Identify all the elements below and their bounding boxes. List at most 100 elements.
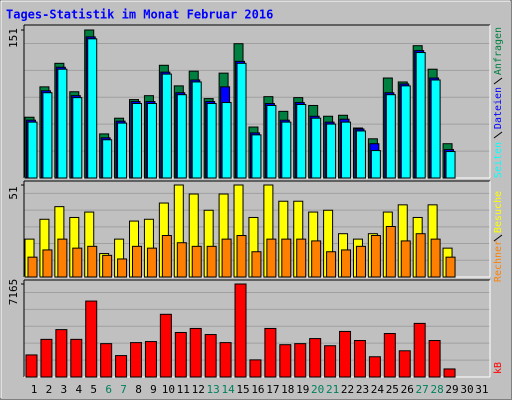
x-tick-label: 15 — [236, 383, 249, 396]
legend-entry: Besuche — [493, 191, 504, 233]
y-tick-label: 7165 — [7, 279, 20, 306]
bar — [102, 254, 113, 278]
legend-separator — [493, 234, 503, 242]
bar — [236, 62, 247, 179]
bar — [176, 94, 187, 179]
bar — [370, 150, 381, 179]
bar — [132, 103, 143, 179]
x-tick-label: 17 — [266, 383, 279, 396]
x-tick-label: 7 — [120, 383, 127, 396]
x-tick-label: 21 — [326, 383, 339, 396]
x-tick-label: 26 — [401, 383, 414, 396]
legend-entry: Dateien — [493, 87, 504, 129]
bar — [415, 233, 426, 278]
bar — [191, 81, 202, 179]
bar — [234, 283, 247, 378]
bar — [57, 238, 68, 278]
bar — [294, 343, 307, 378]
bar — [326, 251, 337, 278]
x-tick-label: 29 — [445, 383, 458, 396]
bar — [355, 130, 366, 179]
x-tick-label: 11 — [177, 383, 190, 396]
x-tick-label: 31 — [475, 383, 488, 396]
bar — [398, 350, 411, 378]
bar — [341, 121, 352, 179]
x-tick-label: 16 — [251, 383, 264, 396]
bar — [144, 341, 157, 378]
bar — [55, 329, 68, 378]
bar — [368, 356, 381, 378]
bar — [281, 238, 292, 278]
bar — [219, 342, 232, 378]
x-tick-label: 25 — [386, 383, 399, 396]
bar — [189, 327, 202, 378]
x-tick-label: 10 — [162, 383, 175, 396]
bar — [191, 245, 202, 278]
x-tick-label: 3 — [61, 383, 68, 396]
bar — [176, 242, 187, 278]
bar — [221, 238, 232, 278]
x-tick-label: 9 — [150, 383, 157, 396]
bar — [206, 245, 217, 278]
bar — [25, 354, 38, 378]
bar — [309, 338, 322, 378]
bar — [296, 103, 307, 179]
x-tick-label: 2 — [46, 383, 53, 396]
bar — [296, 238, 307, 278]
bar — [221, 102, 232, 179]
bar — [383, 333, 396, 378]
x-tick-label: 18 — [281, 383, 294, 396]
bar — [132, 245, 143, 278]
bar — [400, 240, 411, 278]
bar — [115, 355, 128, 378]
bar — [415, 52, 426, 179]
bar — [445, 256, 456, 278]
bar — [385, 94, 396, 179]
bar — [385, 225, 396, 278]
bar — [311, 117, 322, 179]
bar — [206, 103, 217, 179]
bar — [355, 245, 366, 278]
bar — [339, 330, 352, 378]
bar — [159, 313, 172, 378]
legend-entry: Anfragen — [493, 27, 504, 75]
legend-separator — [493, 131, 503, 139]
x-tick-label: 8 — [135, 383, 142, 396]
bar — [102, 139, 113, 179]
bar — [251, 251, 262, 278]
x-tick-label: 6 — [105, 383, 112, 396]
bar — [326, 123, 337, 179]
bar — [57, 68, 68, 179]
x-tick-label: 20 — [311, 383, 324, 396]
x-tick-label: 5 — [90, 383, 97, 396]
x-tick-label: 24 — [371, 383, 385, 396]
bar — [311, 240, 322, 278]
bar — [27, 256, 38, 278]
bar — [279, 344, 292, 378]
bar — [100, 343, 113, 378]
x-tick-label: 30 — [460, 383, 473, 396]
y-tick-label: 51 — [7, 186, 20, 199]
bar — [428, 340, 441, 378]
bar — [40, 338, 53, 378]
legend-entry: Rechner — [493, 240, 504, 282]
bar — [42, 92, 53, 179]
bar — [413, 322, 426, 378]
bar — [324, 345, 337, 378]
bar — [204, 334, 217, 378]
x-tick-label: 14 — [221, 383, 235, 396]
x-tick-label: 4 — [75, 383, 82, 396]
legend-entry: kB — [493, 362, 504, 374]
bar — [353, 340, 366, 378]
x-tick-label: 28 — [430, 383, 443, 396]
x-tick-label: 27 — [416, 383, 429, 396]
x-tick-label: 23 — [356, 383, 369, 396]
x-tick-label: 12 — [192, 383, 205, 396]
legend-separator — [493, 77, 503, 85]
bar — [174, 331, 187, 378]
bar — [430, 238, 441, 278]
bar — [87, 38, 98, 179]
x-tick-label: 22 — [341, 383, 354, 396]
legend-entry: Seiten — [493, 142, 504, 178]
